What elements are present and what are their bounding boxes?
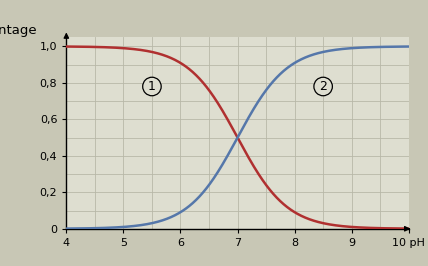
- Y-axis label: pourcentage: pourcentage: [0, 24, 37, 37]
- Text: 2: 2: [319, 80, 327, 93]
- Text: 1: 1: [148, 80, 156, 93]
